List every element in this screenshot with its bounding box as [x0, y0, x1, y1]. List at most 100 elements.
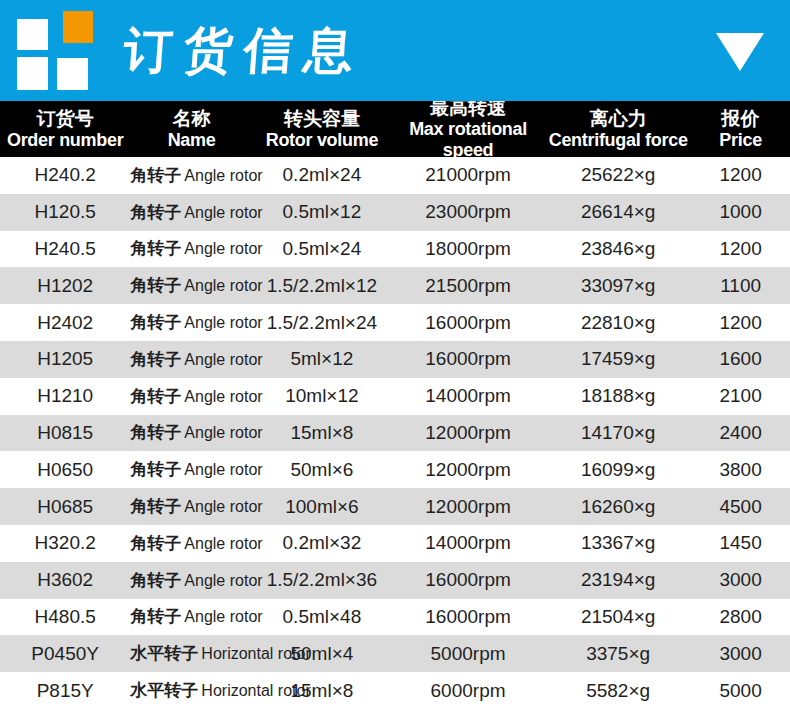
cell-order: H0815: [0, 422, 130, 444]
logo-square-bottom-left: [17, 57, 48, 90]
cell-force: 16260×g: [545, 496, 691, 518]
cell-order: P0450Y: [0, 643, 130, 665]
column-header-centrifugal-force: 离心力Centrifugal force: [545, 108, 691, 151]
cell-order: H320.2: [0, 532, 130, 554]
name-en: Angle rotor: [184, 167, 262, 184]
cell-speed: 12000rpm: [391, 422, 545, 444]
cell-price: 1600: [691, 348, 790, 370]
cell-order: H1210: [0, 385, 130, 407]
table-row: H3602角转子Angle rotor1.5/2.2ml×3616000rpm2…: [0, 562, 790, 599]
cell-name: 角转子Angle rotor: [130, 201, 252, 224]
name-cn: 角转子: [130, 203, 181, 222]
cell-speed: 23000rpm: [391, 201, 545, 223]
cell-force: 25622×g: [545, 164, 691, 186]
cell-speed: 16000rpm: [391, 348, 545, 370]
cell-volume: 50ml×4: [253, 643, 391, 665]
column-header-order-number: 订货号Order number: [0, 108, 130, 151]
cell-force: 21504×g: [545, 606, 691, 628]
banner: 订货信息: [0, 0, 790, 101]
name-en: Angle rotor: [184, 572, 262, 589]
cell-volume: 1.5/2.2ml×36: [253, 569, 391, 591]
column-header-en: Centrifugal force: [545, 130, 691, 151]
cell-order: H0685: [0, 496, 130, 518]
cell-name: 角转子Angle rotor: [130, 274, 252, 297]
cell-name: 角转子Angle rotor: [130, 458, 252, 481]
name-en: Angle rotor: [184, 608, 262, 625]
name-en: Angle rotor: [184, 535, 262, 552]
column-header-en: Price: [691, 130, 790, 151]
name-en: Angle rotor: [184, 314, 262, 331]
cell-force: 13367×g: [545, 532, 691, 554]
cell-speed: 16000rpm: [391, 569, 545, 591]
cell-name: 角转子Angle rotor: [130, 311, 252, 334]
cell-price: 1450: [691, 532, 790, 554]
cell-price: 1200: [691, 238, 790, 260]
cell-name: 角转子Angle rotor: [130, 348, 252, 371]
cell-price: 3000: [691, 643, 790, 665]
cell-force: 17459×g: [545, 348, 691, 370]
name-cn: 角转子: [130, 350, 181, 369]
cell-order: H240.2: [0, 164, 130, 186]
cell-name: 角转子Angle rotor: [130, 237, 252, 260]
name-cn: 角转子: [130, 387, 181, 406]
cell-speed: 12000rpm: [391, 496, 545, 518]
cell-volume: 15ml×8: [253, 422, 391, 444]
cell-volume: 0.2ml×24: [253, 164, 391, 186]
name-en: Angle rotor: [184, 498, 262, 515]
cell-name: 角转子Angle rotor: [130, 164, 252, 187]
page-title: 订货信息: [120, 0, 367, 101]
cell-price: 3800: [691, 459, 790, 481]
table-row: H480.5角转子Angle rotor0.5ml×4816000rpm2150…: [0, 599, 790, 636]
cell-order: H120.5: [0, 201, 130, 223]
table-header-row: 订货号Order number名称Name转头容量Rotor volume最高转…: [0, 101, 790, 157]
cell-speed: 14000rpm: [391, 532, 545, 554]
column-header-en: Rotor volume: [253, 130, 391, 151]
column-header-name: 名称Name: [130, 108, 252, 151]
name-cn: 角转子: [130, 423, 181, 442]
cell-force: 26614×g: [545, 201, 691, 223]
cell-volume: 0.5ml×12: [253, 201, 391, 223]
table-row: P0450Y水平转子Horizontal rotor50ml×45000rpm3…: [0, 635, 790, 672]
cell-name: 角转子Angle rotor: [130, 421, 252, 444]
cell-volume: 15ml×8: [253, 680, 391, 702]
name-cn: 水平转子: [130, 644, 198, 663]
column-header-max-rotational-speed: 最高转速Max rotational speed: [391, 97, 545, 160]
table-body: H240.2角转子Angle rotor0.2ml×2421000rpm2562…: [0, 157, 790, 709]
cell-speed: 18000rpm: [391, 238, 545, 260]
cell-name: 角转子Angle rotor: [130, 495, 252, 518]
table-row: P815Y水平转子Horizontal rotor15ml×86000rpm55…: [0, 672, 790, 709]
column-header-en: Name: [130, 130, 252, 151]
cell-force: 18188×g: [545, 385, 691, 407]
column-header-cn: 订货号: [0, 108, 130, 130]
cell-name: 角转子Angle rotor: [130, 385, 252, 408]
name-en: Angle rotor: [184, 240, 262, 257]
column-header-cn: 转头容量: [253, 108, 391, 130]
name-cn: 角转子: [130, 239, 181, 258]
cell-order: H1202: [0, 275, 130, 297]
cell-order: P815Y: [0, 680, 130, 702]
table-row: H320.2角转子Angle rotor0.2ml×3214000rpm1336…: [0, 525, 790, 562]
cell-force: 33097×g: [545, 275, 691, 297]
cell-speed: 14000rpm: [391, 385, 545, 407]
cell-price: 2400: [691, 422, 790, 444]
cell-name: 水平转子Horizontal rotor: [130, 642, 252, 665]
name-en: Angle rotor: [184, 204, 262, 221]
name-en: Angle rotor: [184, 424, 262, 441]
cell-name: 水平转子Horizontal rotor: [130, 679, 252, 702]
logo-square-bottom-right: [57, 58, 88, 90]
cell-volume: 1.5/2.2ml×12: [253, 275, 391, 297]
cell-volume: 100ml×6: [253, 496, 391, 518]
cell-force: 5582×g: [545, 680, 691, 702]
cell-speed: 21500rpm: [391, 275, 545, 297]
cell-force: 23194×g: [545, 569, 691, 591]
name-en: Angle rotor: [184, 277, 262, 294]
cell-speed: 16000rpm: [391, 312, 545, 334]
cell-force: 14170×g: [545, 422, 691, 444]
column-header-cn: 离心力: [545, 108, 691, 130]
cell-volume: 50ml×6: [253, 459, 391, 481]
name-cn: 角转子: [130, 276, 181, 295]
cell-price: 1200: [691, 312, 790, 334]
column-header-en: Order number: [0, 130, 130, 151]
cell-force: 22810×g: [545, 312, 691, 334]
name-cn: 角转子: [130, 571, 181, 590]
